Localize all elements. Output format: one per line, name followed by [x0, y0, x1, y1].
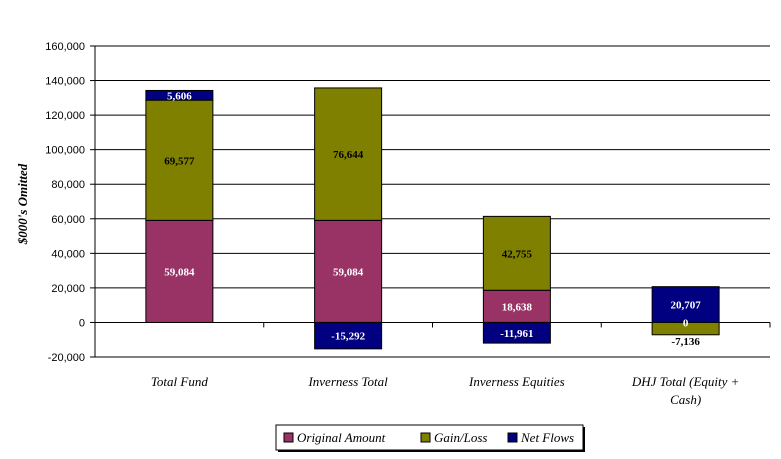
data-label: -15,292 [331, 331, 365, 343]
x-tick-label: Total Fund [151, 374, 208, 389]
y-tick-label: 120,000 [45, 110, 85, 122]
y-tick-label: 140,000 [45, 76, 85, 88]
y-tick-label: 0 [79, 317, 85, 329]
legend-label: Original Amount [297, 430, 386, 445]
x-tick-label: Inverness Equities [468, 374, 565, 389]
y-tick-label: 60,000 [51, 214, 85, 226]
x-tick-label: Cash) [670, 392, 701, 407]
y-tick-label: 20,000 [51, 283, 85, 295]
data-label: 0 [683, 317, 689, 329]
bars [145, 87, 720, 350]
legend-swatch [507, 432, 518, 443]
bar-gain-loss [482, 215, 551, 291]
bar-net-flows [145, 89, 214, 101]
y-tick-label: 160,000 [45, 41, 85, 53]
bar-original-amount [482, 289, 551, 323]
x-tick-labels: Total Fund Inverness Total Inverness Equit… [151, 374, 740, 407]
bar-gain-loss [145, 99, 214, 221]
data-label: 76,644 [333, 149, 364, 161]
bar-gain-loss [314, 87, 383, 221]
data-label: -7,136 [671, 336, 700, 348]
axes [90, 45, 771, 358]
legend-swatch [420, 432, 431, 443]
data-label: 59,084 [333, 266, 364, 278]
y-axis-label: $000's Omitted [15, 163, 30, 245]
bar-net-flows [314, 321, 383, 350]
data-label: 18,638 [502, 301, 533, 313]
data-label: 20,707 [671, 300, 702, 312]
x-tick-label: Inverness Total [307, 374, 388, 389]
y-tick-label: -20,000 [48, 352, 85, 364]
y-tick-label: 40,000 [51, 248, 85, 260]
data-label: 69,577 [164, 155, 195, 167]
legend-label: Gain/Loss [434, 430, 487, 445]
y-tick-label: 80,000 [51, 179, 85, 191]
legend-swatch [283, 432, 294, 443]
data-label: -11,961 [500, 328, 533, 340]
x-tick-label: DHJ Total (Equity + [631, 374, 740, 389]
y-tick-labels: -20,000 0 20,000 40,000 60,000 80,000 100,000 1… [45, 41, 85, 364]
data-label: 59,084 [164, 266, 195, 278]
y-tick-label: 100,000 [45, 145, 85, 157]
legend: Original Amount Gain/Loss Net Flows [275, 424, 585, 452]
data-labels: 59,084 69,577 5,606 59,084 76,644 -15,292 18,6… [164, 90, 701, 347]
legend-label: Net Flows [520, 430, 574, 445]
data-label: 5,606 [167, 90, 192, 102]
data-label: 42,755 [502, 248, 533, 260]
